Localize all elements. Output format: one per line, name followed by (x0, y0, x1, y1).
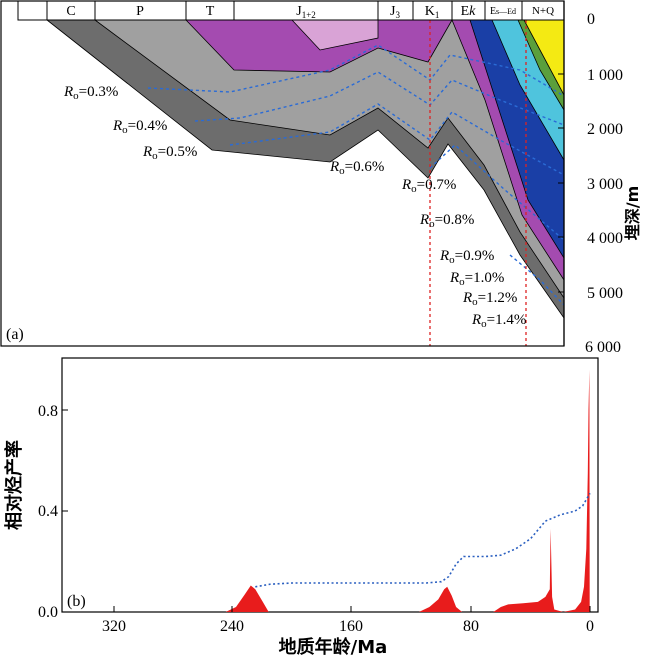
ro-label-0.4: Ro=0.4% (112, 118, 167, 136)
stratum-es-ed: Es—Ed (490, 6, 516, 17)
depth-axis-title: 埋深/m (623, 186, 642, 241)
boundary-line (451, 19, 565, 281)
strata-dividers (46, 1, 523, 20)
ro-label-0.3: Ro=0.3% (63, 84, 118, 102)
strata-header: C P T J1+2 J3 K1 Ek Es—Ed N+Q (17, 0, 565, 21)
stratum-n-q: N+Q (532, 5, 554, 17)
ro-isolines (147, 44, 565, 306)
y-axis-title: 相对烃产率 (3, 440, 25, 530)
depth-tick-label-1000: 1 000 (587, 67, 623, 84)
stratum-p: P (136, 4, 144, 19)
ro-label-0.8: Ro=0.8% (419, 212, 474, 230)
ro-line-1.4 (509, 254, 565, 306)
y-tick-label-0.4: 0.4 (38, 503, 58, 520)
x-tick-label-0: 0 (586, 618, 594, 635)
boundary-line (94, 19, 565, 299)
stratum-t: T (206, 4, 215, 19)
depth-tick-label-0: 0 (587, 11, 595, 28)
ro-line-0.3 (147, 44, 565, 97)
ro-label-0.9: Ro=0.9% (439, 248, 494, 266)
ro-line-0.6 (429, 144, 565, 241)
boundary-line (291, 19, 379, 51)
ro-label-0.5: Ro=0.5% (142, 144, 197, 162)
y-tick-label-0: 0.0 (38, 604, 58, 621)
ro-label-0.7: Ro=0.7% (401, 177, 456, 195)
stratum-j1-2: J1+2 (296, 4, 316, 20)
layer-boundaries (46, 19, 565, 319)
stratum-k1: K1 (425, 4, 440, 20)
depth-tick-label-3000: 3 000 (587, 176, 623, 193)
ro-label-0.6: Ro=0.6% (329, 159, 384, 177)
cumulative-trend-line (255, 492, 591, 588)
strata-header-box (17, 0, 565, 21)
stratum-j3: J3 (390, 4, 400, 20)
x-tick-label-160: 160 (339, 618, 363, 635)
y-tick-label-0.8: 0.8 (38, 403, 58, 420)
layer-permian (95, 20, 564, 298)
y-axis-ticks (62, 409, 68, 613)
layer-paleogene-ek-blue (470, 20, 564, 258)
stratum-ek: Ek (461, 4, 477, 19)
stratum-c: C (66, 4, 75, 19)
generation-chart (225, 369, 591, 612)
ro-line-0.4 (194, 71, 565, 126)
depth-tick-label-6000: 6 000 (585, 339, 621, 356)
depth-tick-label-2000: 2 000 (587, 121, 623, 138)
depth-axis-ticks (558, 73, 564, 293)
ro-label-1.4: Ro=1.4% (471, 312, 526, 330)
boundary-line (517, 19, 565, 111)
panel-b-tag: (b) (67, 593, 86, 610)
panel-a: C P T J1+2 J3 K1 Ek Es—Ed N+Q 0 1 000 2 … (0, 0, 642, 356)
panel-a-tag: (a) (6, 326, 24, 343)
depth-tick-label-4000: 4 000 (587, 230, 623, 247)
panel-a-frame (0, 0, 565, 347)
panel-b: 0.0 0.4 0.8 相对烃产率 320 240 160 80 0 地质年龄/… (3, 357, 599, 657)
x-tick-label-80: 80 (463, 618, 479, 635)
layer-paleogene-es-ed (492, 20, 564, 160)
x-tick-label-240: 240 (220, 618, 244, 635)
depth-tick-label-5000: 5 000 (587, 285, 623, 302)
ro-label-1.2: Ro=1.2% (462, 290, 517, 308)
layer-neogene-green (518, 20, 564, 110)
boundary-line (523, 19, 565, 96)
boundary-line (46, 19, 565, 319)
boundary-line (469, 19, 565, 259)
boundary-line (185, 19, 453, 73)
boundary-line (491, 19, 565, 161)
ro-labels: Ro=0.3% Ro=0.4% Ro=0.5% Ro=0.6% Ro=0.7% … (63, 84, 526, 330)
x-tick-label-320: 320 (102, 618, 126, 635)
ro-label-1.0: Ro=1.0% (449, 270, 504, 288)
x-axis-ticks (113, 606, 591, 612)
x-axis-title: 地质年龄/Ma (279, 636, 388, 657)
panel-b-frame (61, 357, 599, 613)
